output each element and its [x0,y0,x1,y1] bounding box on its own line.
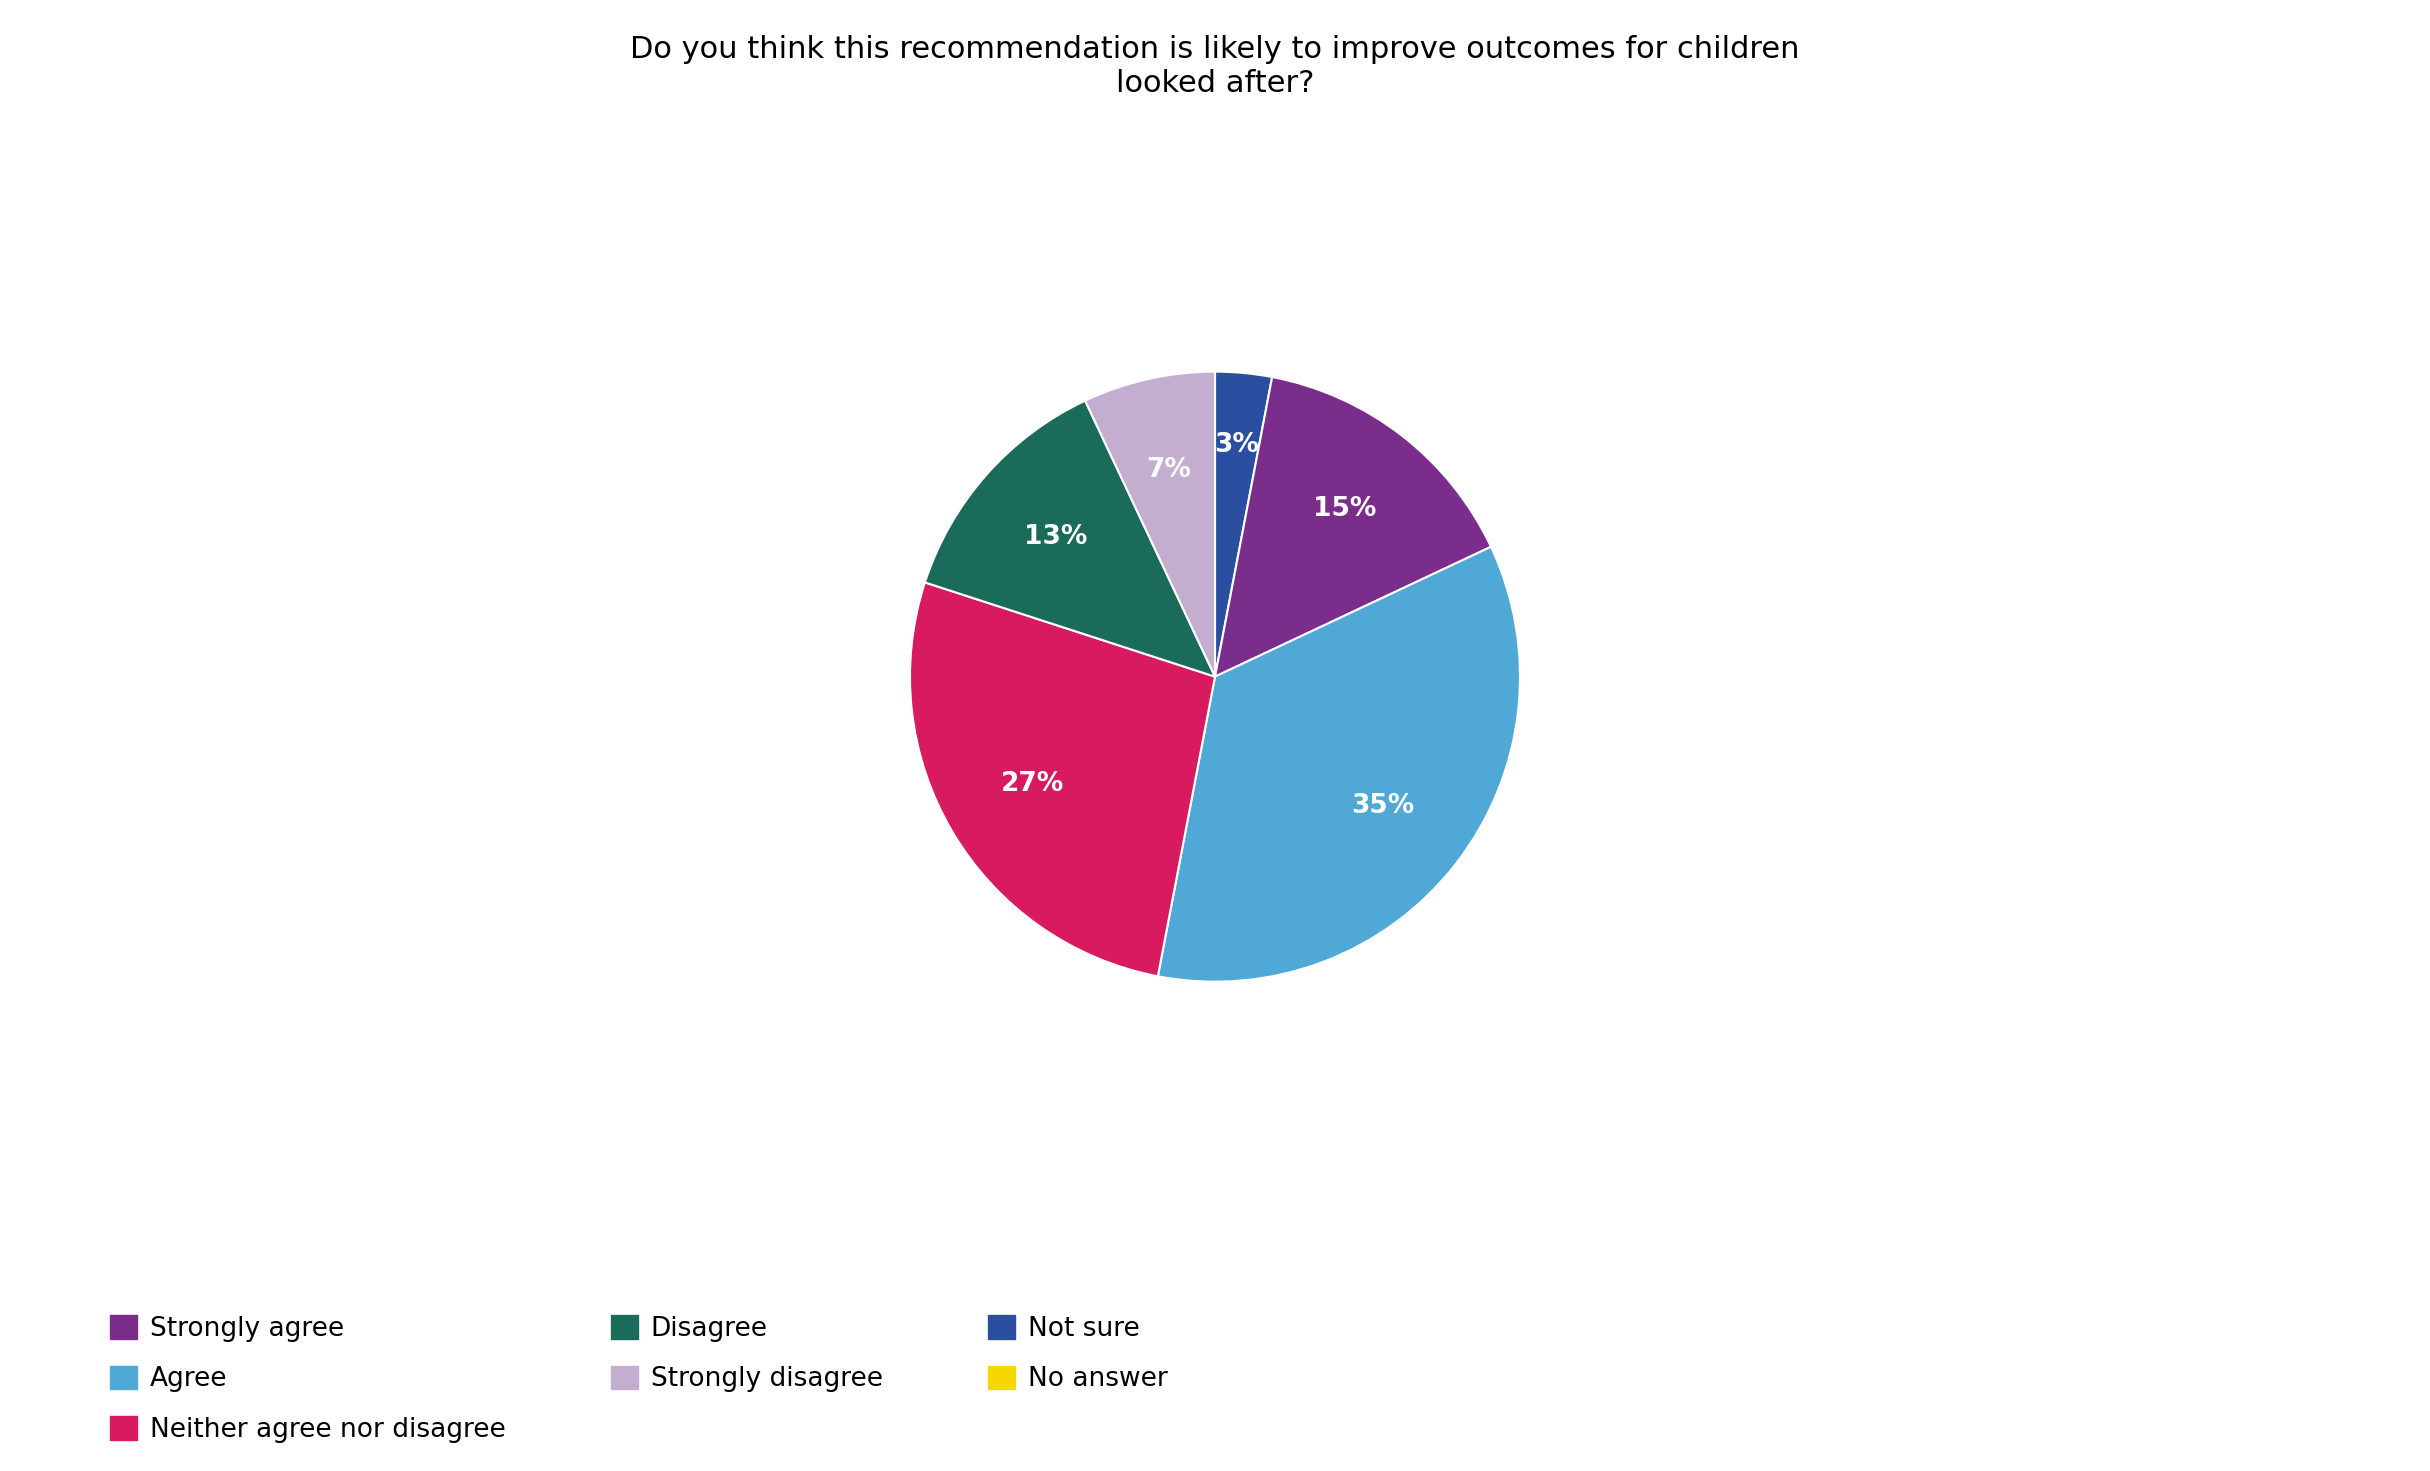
Wedge shape [1086,372,1215,677]
Wedge shape [926,400,1215,677]
Wedge shape [1215,372,1273,677]
Text: 13%: 13% [1025,524,1089,550]
Wedge shape [1215,377,1492,677]
Legend: Strongly agree, Agree, Neither agree nor disagree, Disagree, Strongly disagree, : Strongly agree, Agree, Neither agree nor… [109,1315,1169,1443]
Text: 7%: 7% [1147,457,1191,482]
Text: 3%: 3% [1215,431,1259,457]
Text: 35%: 35% [1351,793,1414,819]
Title: Do you think this recommendation is likely to improve outcomes for children
look: Do you think this recommendation is like… [629,35,1801,97]
Wedge shape [909,583,1215,977]
Wedge shape [1157,547,1521,981]
Text: 15%: 15% [1312,496,1375,522]
Text: 27%: 27% [1001,771,1064,797]
